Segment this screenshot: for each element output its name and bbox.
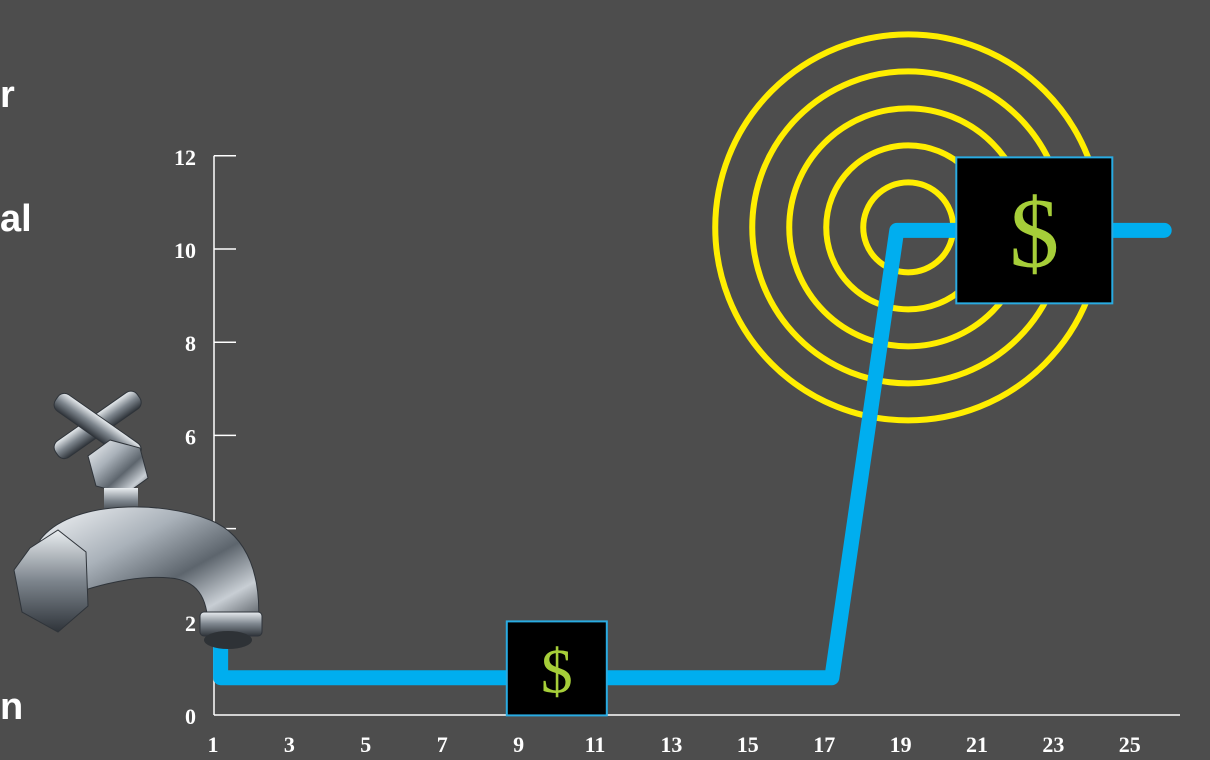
x-tick-label: 25 [1119, 732, 1141, 757]
x-tick-label: 23 [1042, 732, 1064, 757]
faucet-image [13, 390, 263, 649]
x-tick-label: 9 [513, 732, 524, 757]
y-tick-label: 6 [185, 424, 196, 449]
y-tick-label: 2 [185, 611, 196, 636]
y-tick-label: 0 [185, 704, 196, 729]
x-tick-label: 5 [360, 732, 371, 757]
x-tick-label: 13 [660, 732, 682, 757]
y-tick-label: 8 [185, 331, 196, 356]
dollar-marker: $ [955, 156, 1114, 305]
x-tick-label: 11 [585, 732, 606, 757]
x-tick-label: 1 [208, 732, 219, 757]
x-tick-label: 19 [890, 732, 912, 757]
y-tick-label: 10 [174, 238, 196, 263]
cropped-text-line-1: r [0, 74, 15, 116]
y-tick-label: 12 [174, 145, 196, 170]
dollar-symbol: $ [541, 635, 573, 706]
x-tick-label: 15 [737, 732, 759, 757]
dollar-box [955, 156, 1114, 305]
x-tick-label: 7 [437, 732, 448, 757]
markers-layer: $$ [505, 156, 1114, 717]
cropped-text-line-3: n [0, 686, 24, 728]
dollar-marker: $ [505, 620, 608, 717]
x-tick-label: 3 [284, 732, 295, 757]
dollar-box [505, 620, 608, 717]
cropped-text-line-2: al [0, 198, 32, 240]
dollar-symbol: $ [1009, 177, 1059, 288]
x-tick-label: 21 [966, 732, 988, 757]
x-tick-label: 17 [813, 732, 835, 757]
